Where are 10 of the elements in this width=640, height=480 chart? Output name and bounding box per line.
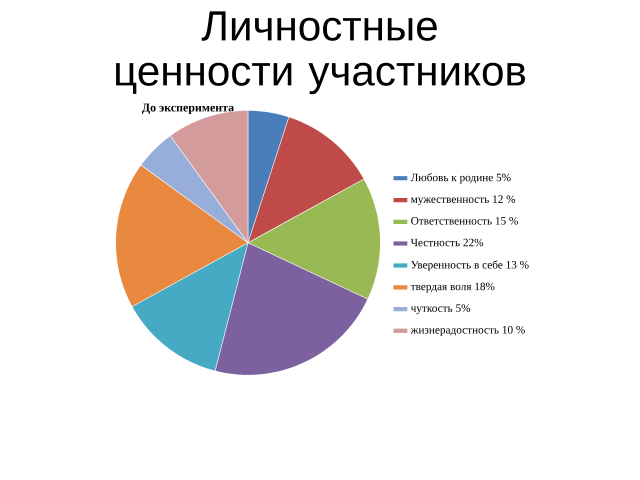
legend-label: твердая воля 18%: [410, 282, 495, 293]
legend-label: Ответственность 15 %: [411, 217, 518, 225]
legend-label: Любовь к родине 5%: [410, 173, 511, 184]
legend-label: чуткость 5%: [410, 304, 470, 314]
chart-title: Личностные ценности участников: [116, 11, 526, 94]
legend-label: Честность 22%: [410, 238, 484, 246]
legend-label: Уверенность в себе 13 %: [411, 260, 529, 271]
legend-label: жизнерадостность 10 %: [410, 326, 525, 336]
legend-label: мужественность 12 %: [410, 195, 516, 206]
chart-subtitle: До эксперимента: [142, 104, 234, 114]
